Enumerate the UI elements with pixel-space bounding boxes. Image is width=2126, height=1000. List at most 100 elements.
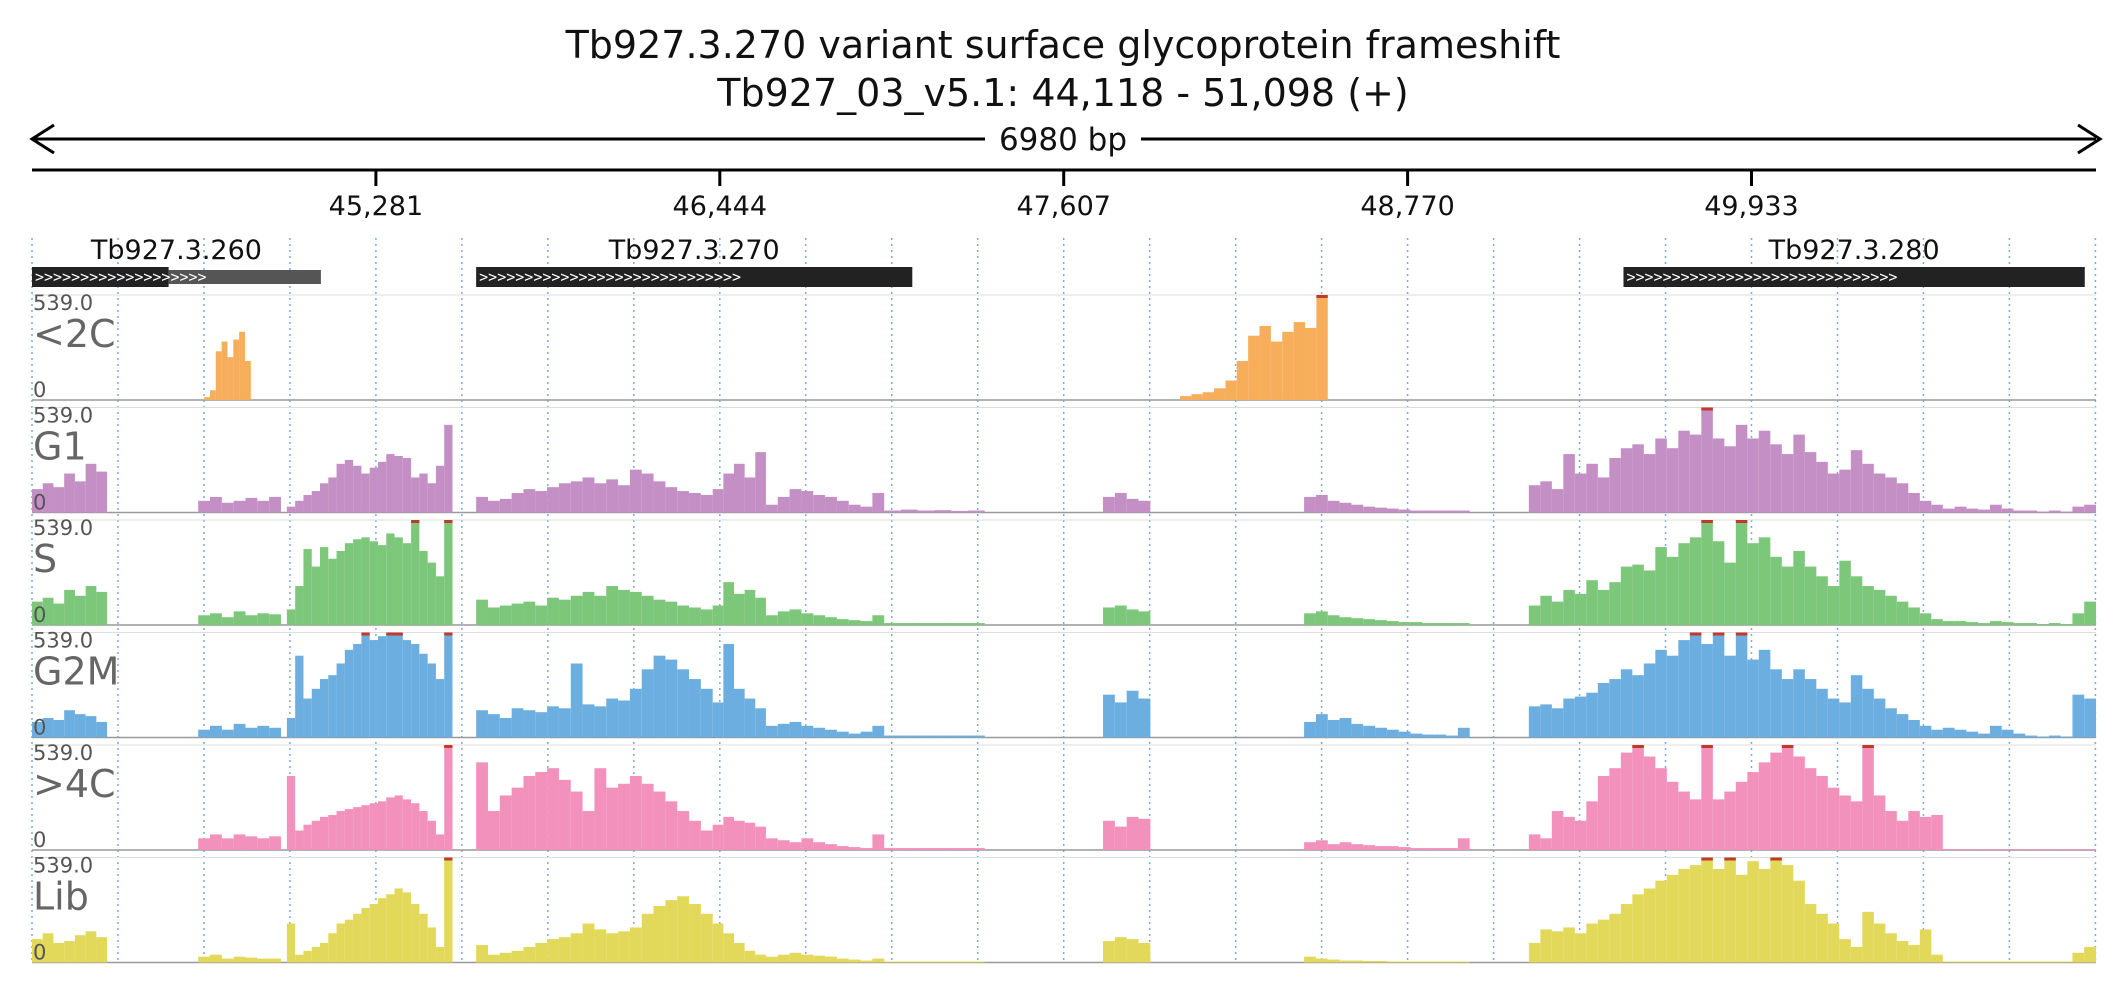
coverage-bar bbox=[74, 481, 86, 513]
coverage-bar bbox=[1597, 589, 1610, 625]
coverage-bar bbox=[295, 586, 304, 625]
coverage-bar bbox=[641, 473, 654, 513]
coverage-bar bbox=[547, 706, 559, 738]
y-min-label: 0 bbox=[33, 378, 46, 402]
coverage-bar bbox=[836, 958, 849, 963]
coverage-bar bbox=[825, 617, 837, 625]
y-max-label: 539.0 bbox=[33, 404, 93, 428]
coverage-bar bbox=[1978, 961, 1990, 963]
coverage-bar bbox=[860, 506, 873, 513]
gene-label: Tb927.3.280 bbox=[1768, 235, 1940, 266]
coverage-bar bbox=[594, 929, 607, 963]
coverage-bar bbox=[570, 933, 583, 963]
coverage-bar bbox=[233, 339, 240, 400]
coverage-bar bbox=[1666, 874, 1679, 963]
coverage-bar bbox=[677, 491, 690, 513]
coverage-bar bbox=[1620, 904, 1633, 963]
coverage-bar bbox=[1873, 698, 1886, 738]
coverage-bar bbox=[1386, 961, 1399, 963]
coverage-bar bbox=[582, 591, 595, 625]
coverage-bar bbox=[1689, 799, 1702, 850]
coverage-bar bbox=[269, 614, 281, 625]
coverage-bar bbox=[1375, 846, 1387, 850]
coverage-bar bbox=[476, 710, 488, 738]
coverage-bar bbox=[303, 698, 312, 738]
coverage-bar bbox=[1747, 543, 1759, 625]
coverage-bar bbox=[1655, 768, 1667, 850]
coverage-bar bbox=[547, 768, 559, 850]
coverage-bar bbox=[198, 838, 211, 850]
coverage-bar bbox=[1126, 816, 1139, 850]
coverage-bar bbox=[210, 834, 222, 850]
coverage-bar bbox=[2025, 961, 2038, 963]
coverage-bar bbox=[1434, 623, 1447, 625]
coverage-bar bbox=[1989, 961, 2002, 963]
coverage-bar bbox=[221, 502, 234, 513]
clip-marker bbox=[1770, 857, 1782, 861]
coverage-bar bbox=[1839, 702, 1851, 738]
coverage-bar bbox=[653, 481, 666, 513]
coverage-bar bbox=[394, 795, 403, 850]
coverage-bar bbox=[813, 494, 826, 513]
coverage-bar bbox=[789, 721, 802, 738]
coverage-bar bbox=[1339, 718, 1352, 738]
coverage-bar bbox=[221, 341, 228, 400]
coverage-bar bbox=[677, 605, 690, 625]
coverage-bar bbox=[361, 473, 370, 513]
coverage-bar bbox=[1126, 498, 1139, 513]
coverage-bar bbox=[967, 735, 985, 738]
coverage-bar bbox=[245, 727, 258, 738]
coverage-bar bbox=[1138, 943, 1151, 963]
coverage-bar bbox=[1179, 396, 1192, 400]
gene-Tb927.3.260[interactable]: >>>>>>>>>>>>>>>>>>> Tb927.3.260 bbox=[32, 235, 321, 287]
coverage-bar bbox=[618, 700, 630, 738]
coverage-bar bbox=[1632, 894, 1644, 963]
coverage-bar bbox=[1908, 719, 1920, 738]
coverage-bar bbox=[1908, 607, 1920, 625]
coverage-bar bbox=[689, 493, 701, 513]
gene-Tb927.3.280[interactable]: >>>>>>>>>>>>>>>>>>>>>>>>>>>>>> Tb927.3.28… bbox=[1623, 235, 2085, 287]
coverage-bar bbox=[1896, 941, 1909, 963]
coverage-bar bbox=[476, 599, 488, 625]
coverage-bar bbox=[1966, 731, 1979, 738]
coverage-bar bbox=[765, 615, 778, 625]
coverage-bar bbox=[2084, 946, 2096, 963]
coverage-bar bbox=[1410, 733, 1423, 738]
coverage-bar bbox=[2025, 735, 2038, 738]
coverage-bar bbox=[1758, 537, 1771, 625]
coverage-bar bbox=[42, 718, 54, 738]
coverage-bar bbox=[2048, 849, 2061, 850]
coverage-bar bbox=[487, 500, 500, 513]
coverage-bar bbox=[1597, 477, 1610, 513]
gene-Tb927.3.270[interactable]: >>>>>>>>>>>>>>>>>>>>>>>>>>>>> Tb927.3.270 bbox=[476, 235, 913, 287]
coverage-bar bbox=[1315, 840, 1328, 850]
strand-chevrons: >>>>>>>>>>>>>>>>>>> bbox=[35, 268, 207, 286]
coverage-bar bbox=[1804, 904, 1817, 963]
coverage-bar bbox=[1735, 632, 1748, 738]
coverage-bar bbox=[872, 615, 885, 625]
clip-marker bbox=[1701, 520, 1713, 523]
coverage-bar bbox=[582, 704, 595, 738]
coverage-bar bbox=[1919, 929, 1932, 963]
coverage-bar bbox=[1103, 820, 1115, 850]
coverage-bar bbox=[1735, 520, 1748, 625]
coverage-bar bbox=[1363, 725, 1376, 738]
coverage-bar bbox=[344, 809, 354, 850]
coverage-bar bbox=[2037, 736, 2049, 738]
coverage-bar bbox=[1908, 493, 1920, 513]
coverage-bar bbox=[558, 937, 571, 963]
coverage-bar bbox=[269, 958, 281, 963]
coverage-bar bbox=[629, 469, 642, 513]
y-min-label: 0 bbox=[33, 491, 46, 515]
coverage-bar bbox=[244, 361, 251, 400]
coverage-bar bbox=[1316, 295, 1328, 400]
coverage-bar bbox=[1724, 562, 1736, 625]
coverage-bar bbox=[1410, 961, 1423, 963]
coverage-bar bbox=[377, 545, 387, 625]
coverage-bar bbox=[934, 735, 952, 738]
coverage-bar bbox=[1747, 861, 1759, 963]
coverage-bar bbox=[917, 735, 935, 738]
coverage-bar bbox=[884, 848, 901, 850]
coverage-bar bbox=[444, 424, 453, 513]
coverage-bar bbox=[1351, 960, 1364, 963]
